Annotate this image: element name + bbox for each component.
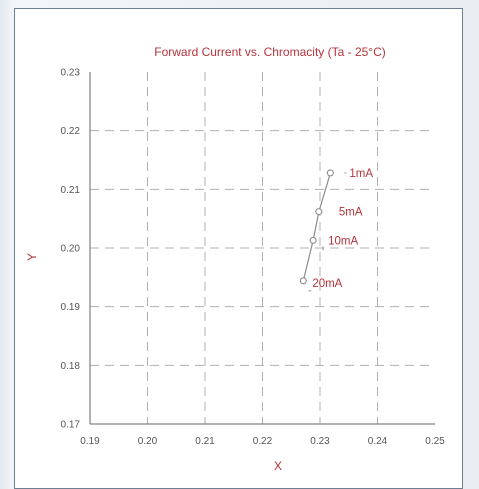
- y-tick-label: 0.18: [61, 361, 81, 372]
- x-tick-label: 0.19: [80, 436, 100, 447]
- point-label: 20mA: [312, 278, 342, 290]
- point-labels: 1mA 5mA 10mA 20mA: [308, 168, 373, 292]
- y-axis-title: Y: [25, 253, 39, 261]
- y-tick-label: 0.22: [61, 126, 81, 137]
- grid-layer: [90, 72, 435, 424]
- chart-frame: Forward Current vs. Chromacity (Ta - 25°…: [14, 8, 463, 489]
- x-tick-label: 0.24: [368, 436, 388, 447]
- series-layer: [299, 169, 334, 285]
- x-tick-label: 0.23: [310, 436, 330, 447]
- axis-layer: [89, 72, 435, 425]
- y-tick-label: 0.17: [61, 420, 81, 431]
- chart-title: Forward Current vs. Chromacity (Ta - 25°…: [154, 45, 386, 59]
- x-tick-label: 0.21: [195, 436, 215, 447]
- x-axis-title: X: [274, 459, 282, 473]
- point-label: 1mA: [349, 168, 373, 180]
- series-line: [302, 172, 331, 282]
- chart-svg: Forward Current vs. Chromacity (Ta - 25°…: [25, 45, 446, 473]
- y-tick-label: 0.21: [61, 185, 81, 196]
- data-point: [299, 277, 307, 285]
- data-point: [326, 169, 334, 177]
- point-label: 10mA: [328, 235, 358, 247]
- point-label: 5mA: [339, 207, 363, 219]
- data-point: [315, 208, 323, 216]
- data-point: [309, 236, 317, 244]
- tick-labels: 0.19 0.20 0.21 0.22 0.23 0.24 0.25 0.17 0.18 0.19…: [61, 68, 446, 448]
- x-tick-label: 0.20: [138, 436, 158, 447]
- y-tick-label: 0.20: [61, 244, 81, 255]
- y-tick-label: 0.19: [61, 302, 81, 313]
- x-tick-label: 0.25: [425, 436, 445, 447]
- x-tick-label: 0.22: [253, 436, 273, 447]
- y-tick-label: 0.23: [61, 68, 81, 79]
